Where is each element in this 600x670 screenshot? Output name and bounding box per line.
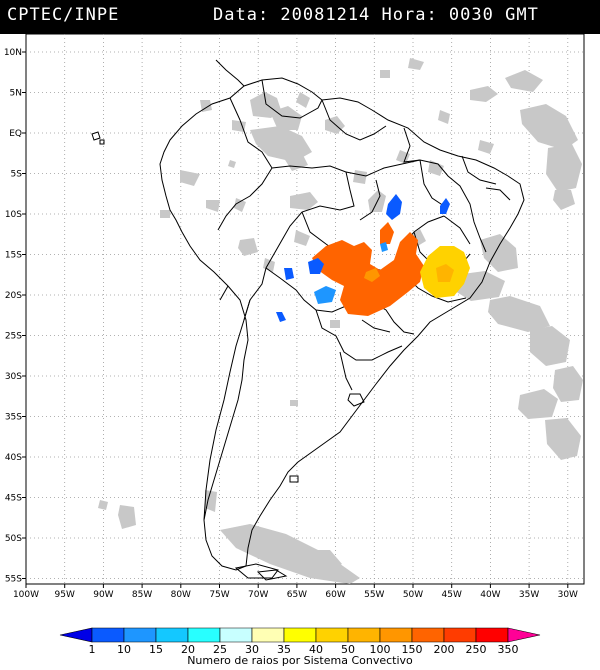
legend-swatch [283, 627, 317, 643]
lightning-areas [276, 194, 470, 322]
legend-swatch [315, 627, 349, 643]
lat-label: 20S [5, 291, 22, 301]
map-frame [25, 33, 585, 585]
lat-label: 35S [5, 413, 22, 423]
legend-swatch [411, 627, 445, 643]
lon-label: 35W [519, 590, 539, 600]
legend-labels: 1 10 15 20 25 30 35 40 50 100 150 200 250 350 [89, 643, 519, 656]
legend-swatch [187, 627, 221, 643]
legend-value: 100 [370, 643, 391, 656]
lat-label: 15S [5, 251, 22, 261]
lat-label: 30S [5, 372, 22, 382]
axis-ticks [22, 51, 569, 588]
legend-swatch [219, 627, 253, 643]
legend-swatch [155, 627, 189, 643]
lat-label: 50S [5, 534, 22, 544]
island-outlines [91, 131, 365, 581]
map-header: CPTEC/INPE Data: 20081214 Hora: 0030 GMT [0, 0, 600, 34]
lon-label: 55W [364, 590, 384, 600]
legend-swatch [59, 627, 93, 643]
legend-value: 35 [277, 643, 291, 656]
legend-value: 350 [498, 643, 519, 656]
legend-value: 15 [149, 643, 163, 656]
legend-value: 40 [309, 643, 323, 656]
legend-value: 30 [245, 643, 259, 656]
lat-label: 45S [5, 494, 22, 504]
legend-caption: Numero de raios por Sistema Convectivo [187, 654, 413, 667]
legend-value: 1 [89, 643, 96, 656]
legend-value: 10 [117, 643, 131, 656]
latitude-labels: 10N 5N EQ 5S 10S 15S 20S 25S 30S 35S 40S 45S 50S 55S [4, 48, 22, 585]
cloud-areas [98, 58, 583, 584]
lat-label: 40S [5, 453, 22, 463]
lon-label: 45W [442, 590, 462, 600]
legend-swatch [475, 627, 509, 643]
lat-label: 25S [5, 332, 22, 342]
legend-value: 200 [434, 643, 455, 656]
legend-value: 50 [341, 643, 355, 656]
legend-value: 20 [181, 643, 195, 656]
lat-label: EQ [9, 129, 22, 139]
legend-swatch [379, 627, 413, 643]
lat-label: 10S [5, 210, 22, 220]
lon-label: 80W [171, 590, 191, 600]
source-label: CPTEC/INPE [7, 5, 120, 25]
legend-swatch [123, 627, 157, 643]
lon-label: 40W [480, 590, 500, 600]
lon-label: 60W [325, 590, 345, 600]
lon-label: 50W [403, 590, 423, 600]
lon-label: 70W [248, 590, 268, 600]
legend-swatch [347, 627, 381, 643]
grid-lines [26, 34, 584, 584]
lat-label: 55S [5, 575, 22, 585]
lon-label: 30W [558, 590, 578, 600]
legend-value: 150 [402, 643, 423, 656]
lon-label: 90W [93, 590, 113, 600]
legend-swatch [251, 627, 285, 643]
lat-label: 5N [10, 89, 22, 99]
country-borders [159, 59, 525, 571]
legend-value: 250 [466, 643, 487, 656]
lon-label: 75W [209, 590, 229, 600]
lat-label: 5S [11, 170, 23, 180]
legend-value: 25 [213, 643, 227, 656]
lon-label: 65W [287, 590, 307, 600]
datetime-label: Data: 20081214 Hora: 0030 GMT [213, 5, 539, 25]
legend-swatch [507, 627, 541, 643]
lon-label: 95W [55, 590, 75, 600]
lon-label: 85W [132, 590, 152, 600]
legend-colorbar [59, 627, 541, 643]
legend-swatch [443, 627, 477, 643]
lon-label: 100W [13, 590, 39, 600]
legend-swatch [91, 627, 125, 643]
longitude-labels: 100W 95W 90W 85W 80W 75W 70W 65W 60W 55W 50W 45W 40W… [13, 590, 578, 600]
lat-label: 10N [4, 48, 22, 58]
